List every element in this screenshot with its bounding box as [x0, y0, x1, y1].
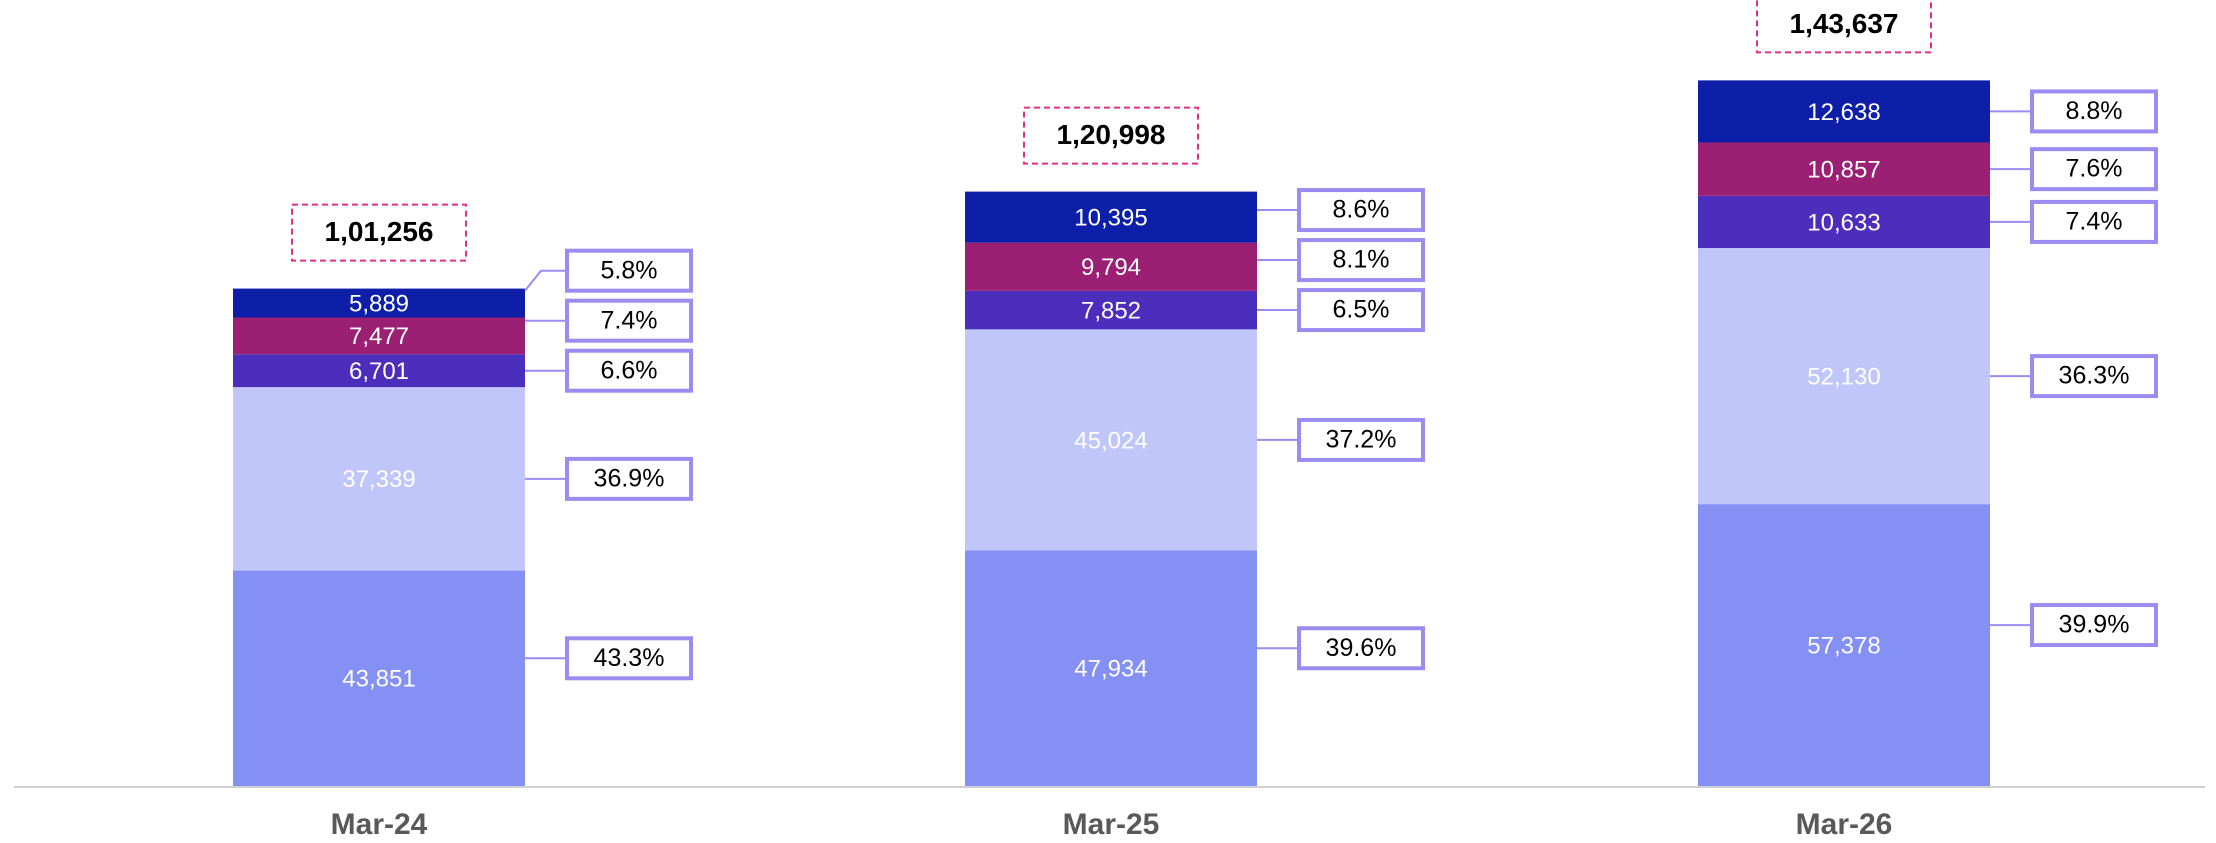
share-label: 36.9%: [594, 464, 665, 492]
bar-segment: [233, 387, 525, 571]
segment-label: 10,395: [1074, 204, 1147, 231]
share-box: [2030, 199, 2158, 244]
share-box: [565, 298, 693, 343]
bar-segment: [965, 329, 1257, 551]
share-box: [1297, 626, 1425, 671]
segment-label: 47,934: [1074, 656, 1147, 683]
total-label: 1,43,637: [1790, 8, 1899, 39]
total-label: 1,01,256: [325, 216, 434, 247]
segment-label: 12,638: [1807, 99, 1880, 126]
segment-label: 52,130: [1807, 363, 1880, 390]
segment-label: 10,633: [1807, 209, 1880, 236]
share-label: 7.4%: [2066, 208, 2123, 236]
share-box: [1297, 238, 1425, 283]
share-box: [565, 456, 693, 501]
segment-label: 7,477: [349, 323, 409, 350]
segment-label: 6,701: [349, 358, 409, 385]
bar-segment: [965, 290, 1257, 330]
share-box: [2030, 147, 2158, 192]
bar-segment: [1698, 80, 1990, 143]
segment-label: 43,851: [342, 666, 415, 693]
bar-segment: [1698, 248, 1990, 505]
segment-label: 37,339: [342, 466, 415, 493]
share-box: [2030, 603, 2158, 648]
segment-label: 9,794: [1081, 254, 1141, 281]
bar-segment: [1698, 142, 1990, 196]
share-box: [1297, 288, 1425, 333]
bar-segment: [965, 191, 1257, 243]
share-label: 43.3%: [594, 644, 665, 672]
share-label: 8.6%: [1333, 196, 1390, 224]
x-tick-label: Mar-26: [1796, 808, 1893, 841]
share-label: 36.3%: [2059, 362, 2130, 390]
segment-label: 7,852: [1081, 297, 1141, 324]
segment-label: 5,889: [349, 290, 409, 317]
segment-label: 10,857: [1807, 156, 1880, 183]
bar-segment: [233, 354, 525, 388]
share-box: [565, 348, 693, 393]
share-label: 37.2%: [1326, 426, 1397, 454]
share-label: 7.4%: [601, 306, 658, 334]
share-box: [565, 636, 693, 681]
total-label: 1,20,998: [1057, 119, 1166, 150]
share-box: [1297, 188, 1425, 233]
share-label: 39.6%: [1326, 634, 1397, 662]
share-label: 5.8%: [601, 256, 658, 284]
bar-segment: [233, 288, 525, 318]
bar-segment: [1698, 195, 1990, 249]
share-label: 6.6%: [601, 356, 658, 384]
bar-segment: [233, 570, 525, 786]
segment-label: 45,024: [1074, 427, 1147, 454]
leader-line: [524, 269, 567, 292]
share-box: [2030, 354, 2158, 399]
bar-segment: [1698, 504, 1990, 786]
bar-segment: [965, 550, 1257, 786]
bar-segment: [233, 317, 525, 355]
segment-label: 57,378: [1807, 632, 1880, 659]
total-box: [291, 203, 467, 262]
share-box: [565, 248, 693, 293]
x-tick-label: Mar-24: [331, 808, 428, 841]
share-box: [2030, 89, 2158, 134]
share-box: [1297, 417, 1425, 462]
total-box: [1023, 106, 1199, 165]
share-label: 8.8%: [2066, 97, 2123, 125]
share-label: 8.1%: [1333, 246, 1390, 274]
share-label: 6.5%: [1333, 296, 1390, 324]
share-label: 7.6%: [2066, 155, 2123, 183]
share-label: 39.9%: [2059, 611, 2130, 639]
total-box: [1756, 0, 1932, 54]
x-tick-label: Mar-25: [1063, 808, 1160, 841]
bar-segment: [965, 242, 1257, 291]
